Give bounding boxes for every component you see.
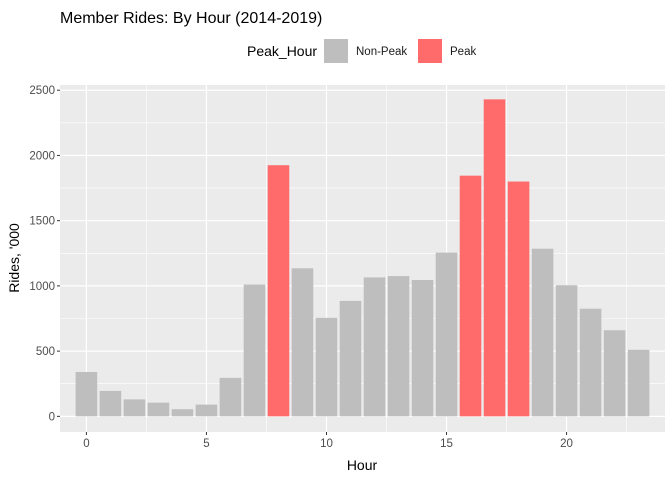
bar-hour-1-non-peak (99, 390, 122, 417)
y-tick-label: 1500 (29, 216, 55, 228)
bar-hour-22-non-peak (603, 330, 626, 417)
legend-label-peak: Peak (450, 46, 476, 58)
bar-hour-16-peak (459, 175, 482, 417)
bar-hour-6-non-peak (219, 377, 242, 417)
x-axis: 0 5 10 15 20 (83, 432, 573, 450)
legend-key-non-peak (324, 39, 348, 63)
bar-hour-21-non-peak (579, 308, 602, 417)
bar-hour-4-non-peak (171, 409, 194, 417)
y-tick-label: 2500 (29, 85, 55, 97)
x-axis-title: Hour (347, 457, 378, 473)
legend: Peak_Hour Non-Peak Peak (247, 39, 476, 63)
bar-hour-20-non-peak (555, 285, 578, 417)
bar-hour-23-non-peak (627, 349, 650, 417)
bar-hour-15-non-peak (435, 252, 458, 417)
bar-hour-0-non-peak (75, 371, 98, 417)
y-axis: 0 500 1000 1500 2000 2500 (29, 85, 60, 423)
bars (75, 99, 650, 417)
bar-hour-2-non-peak (123, 399, 146, 417)
bar-hour-17-peak (483, 99, 506, 417)
x-tick-label: 20 (560, 438, 573, 450)
x-tick-label: 10 (320, 438, 333, 450)
bar-hour-8-peak (267, 165, 290, 417)
y-axis-title: Rides, '000 (6, 223, 22, 293)
bar-hour-3-non-peak (147, 402, 170, 417)
bar-hour-12-non-peak (363, 277, 386, 417)
legend-label-non-peak: Non-Peak (356, 46, 407, 58)
bar-hour-11-non-peak (339, 300, 362, 417)
bar-hour-19-non-peak (531, 248, 554, 417)
bar-hour-10-non-peak (315, 317, 338, 417)
x-tick-label: 15 (440, 438, 453, 450)
chart-title: Member Rides: By Hour (2014-2019) (60, 10, 322, 27)
legend-title: Peak_Hour (247, 43, 317, 59)
y-tick-label: 1000 (29, 281, 55, 293)
y-tick-label: 0 (49, 411, 55, 423)
y-tick-label: 2000 (29, 150, 55, 162)
x-tick-label: 0 (83, 438, 89, 450)
bar-hour-13-non-peak (387, 276, 410, 417)
legend-key-peak (418, 39, 442, 63)
bar-hour-7-non-peak (243, 284, 266, 417)
x-tick-label: 5 (203, 438, 209, 450)
grid-minor (60, 85, 665, 432)
bar-hour-18-peak (507, 181, 530, 417)
bar-hour-14-non-peak (411, 280, 434, 417)
bar-hour-5-non-peak (195, 404, 218, 417)
bar-hour-9-non-peak (291, 268, 314, 417)
y-tick-label: 500 (36, 346, 55, 358)
